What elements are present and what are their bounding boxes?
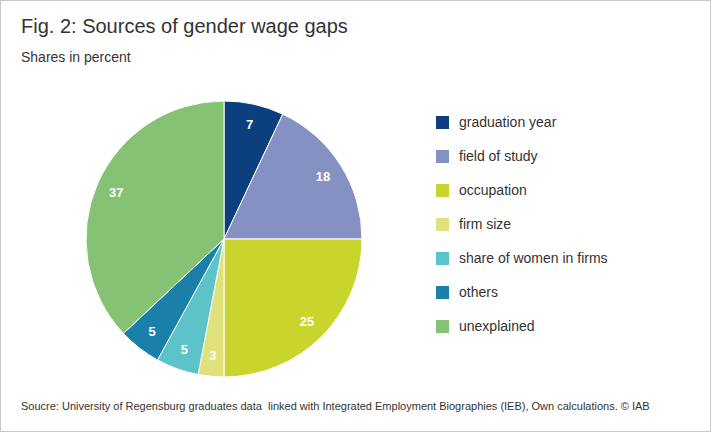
html-text:share of women in firms: share of women in firms <box>459 250 608 266</box>
svg-text:37: 37 <box>109 185 123 200</box>
html-text:graduation year: graduation year <box>459 114 557 130</box>
html-text:occupation: occupation <box>459 182 527 198</box>
html-text:Fig. 2: Sources of gender wage: Fig. 2: Sources of gender wage gaps <box>21 15 348 37</box>
html-text:unexplained: unexplained <box>459 318 535 334</box>
svg-text:7: 7 <box>246 117 253 132</box>
svg-text:25: 25 <box>300 314 314 329</box>
svg-text:18: 18 <box>316 169 330 184</box>
html-text:Soucre: University of Regensbu: Soucre: University of Regensburg graduat… <box>21 400 650 412</box>
html-text:firm size: firm size <box>459 216 512 232</box>
svg-text:3: 3 <box>209 348 216 363</box>
svg-text:5: 5 <box>181 342 188 357</box>
svg-text:5: 5 <box>148 324 155 339</box>
html-text:field of study: field of study <box>459 148 538 164</box>
html-text:others: others <box>459 284 498 300</box>
html-text:Shares in percent: Shares in percent <box>21 49 131 65</box>
